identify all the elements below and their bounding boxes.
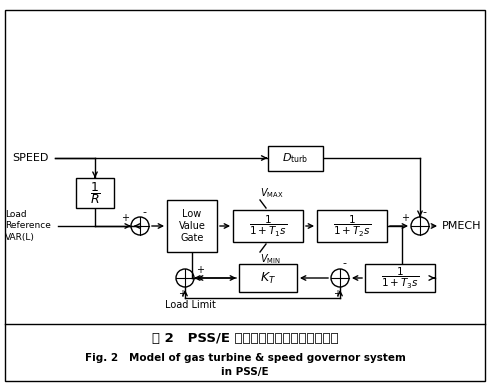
Text: Low
Value
Gate: Low Value Gate [178,208,205,244]
Text: $\dfrac{1}{1+T_3 s}$: $\dfrac{1}{1+T_3 s}$ [381,266,419,291]
Bar [233,210,303,242]
Text: $\dfrac{1}{1+T_1 s}$: $\dfrac{1}{1+T_1 s}$ [249,213,287,239]
Text: +: + [178,289,186,299]
Bar [167,200,217,252]
Text: in PSS/E: in PSS/E [221,367,269,377]
Text: $D_\mathrm{turb}$: $D_\mathrm{turb}$ [282,151,308,165]
Text: Load Limit: Load Limit [165,300,216,310]
Bar [239,264,297,292]
Text: +: + [196,265,204,275]
Text: 图 2   PSS/E 中燃气轮机及其调速系统模型: 图 2 PSS/E 中燃气轮机及其调速系统模型 [152,332,338,344]
Bar [317,210,387,242]
Text: -: - [342,258,346,268]
Text: $\dfrac{1}{R}$: $\dfrac{1}{R}$ [90,180,100,206]
Text: $\dfrac{1}{1+T_2 s}$: $\dfrac{1}{1+T_2 s}$ [333,213,371,239]
Text: Fig. 2   Model of gas turbine & speed governor system: Fig. 2 Model of gas turbine & speed gove… [85,353,405,363]
Text: -: - [142,207,146,217]
Text: $V_\mathrm{MAX}$: $V_\mathrm{MAX}$ [260,186,284,200]
Bar [268,146,322,171]
Text: -: - [422,207,426,217]
Text: Load
Reference
VAR(L): Load Reference VAR(L) [5,210,51,242]
Text: +: + [401,213,409,223]
Text: +: + [333,289,341,299]
Text: $K_T$: $K_T$ [260,271,276,286]
Bar [365,264,435,292]
Bar [76,178,114,208]
Text: $V_\mathrm{MIN}$: $V_\mathrm{MIN}$ [260,252,281,266]
Text: +: + [121,213,129,223]
Text: SPEED: SPEED [12,153,49,163]
Text: PMECH: PMECH [442,221,482,231]
